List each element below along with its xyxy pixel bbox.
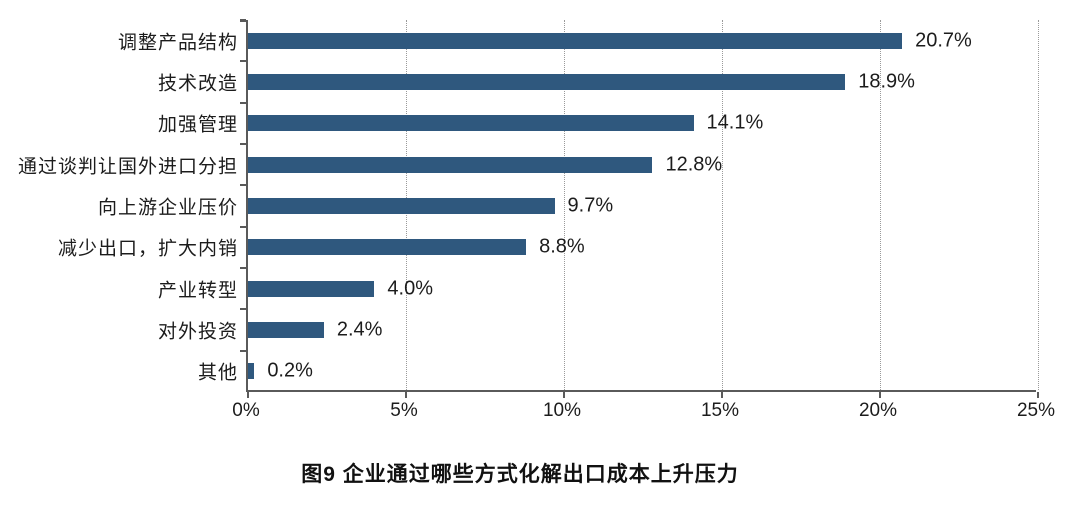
gridline <box>1038 20 1039 390</box>
value-label: 20.7% <box>915 29 972 52</box>
x-axis-labels: 0% 5% 10% 15% 20% 25% <box>232 400 1055 430</box>
category-label: 对外投资 <box>157 321 238 343</box>
x-axis-tick <box>721 392 723 398</box>
chart-title: 图9 企业通过哪些方式化解出口成本上升压力 <box>301 463 739 486</box>
x-axis-tick-label: 15% <box>700 400 740 421</box>
x-axis-tick <box>1037 392 1039 398</box>
x-axis-tick-label: 25% <box>1016 400 1056 421</box>
bar <box>248 239 527 256</box>
bar <box>248 198 555 214</box>
x-axis-tick-label: 10% <box>542 400 582 421</box>
category-label: 技术改造 <box>157 73 238 95</box>
bar <box>248 280 375 297</box>
category-label: 加强管理 <box>157 114 238 136</box>
plot-area: 20.7% 18.9% 14.1% 12.8% 9.7% 8.8% 4.0% 2.4% 0.2% <box>240 19 1039 398</box>
y-axis-tick <box>240 225 246 228</box>
gridline <box>722 20 723 390</box>
value-label: 8.8% <box>539 235 585 258</box>
x-axis-tick-label: 0% <box>232 400 260 421</box>
gridline <box>564 20 565 390</box>
y-axis-tick <box>240 184 246 187</box>
y-axis-tick <box>240 20 246 22</box>
value-label: 12.8% <box>665 153 723 176</box>
bar <box>248 156 653 173</box>
bar <box>248 32 903 49</box>
value-label: 9.7% <box>567 194 614 217</box>
bar <box>248 363 255 380</box>
bar <box>248 74 846 90</box>
x-axis-tick-label: 20% <box>858 400 898 421</box>
y-axis-tick <box>240 349 246 352</box>
category-label: 其他 <box>197 362 238 384</box>
y-axis-tick <box>240 308 246 311</box>
category-label: 调整产品结构 <box>117 32 238 54</box>
category-label: 向上游企业压价 <box>97 197 238 219</box>
category-label: 产业转型 <box>157 280 238 302</box>
y-axis-tick <box>240 267 246 269</box>
bar <box>248 322 324 338</box>
y-axis-tick <box>240 60 246 63</box>
x-axis-tick <box>563 392 565 398</box>
bar <box>248 115 694 132</box>
y-axis-tick <box>240 101 246 104</box>
category-label: 减少出口，扩大内销 <box>57 238 238 260</box>
value-label: 4.0% <box>387 277 433 300</box>
value-label: 0.2% <box>267 359 313 382</box>
category-axis-labels: 调整产品结构技术改造加强管理通过谈判让国外进口分担向上游企业压价减少出口，扩大内… <box>0 20 238 392</box>
x-axis-tick <box>405 392 407 398</box>
value-label: 18.9% <box>858 70 915 93</box>
value-label: 2.4% <box>336 318 383 341</box>
x-axis-tick-label: 5% <box>390 400 418 421</box>
category-label: 通过谈判让国外进口分担 <box>17 156 238 178</box>
x-axis-tick <box>879 392 881 398</box>
y-axis-tick <box>240 143 246 145</box>
value-label: 14.1% <box>706 111 764 134</box>
gridline <box>880 20 881 390</box>
x-axis-tick <box>247 392 249 398</box>
